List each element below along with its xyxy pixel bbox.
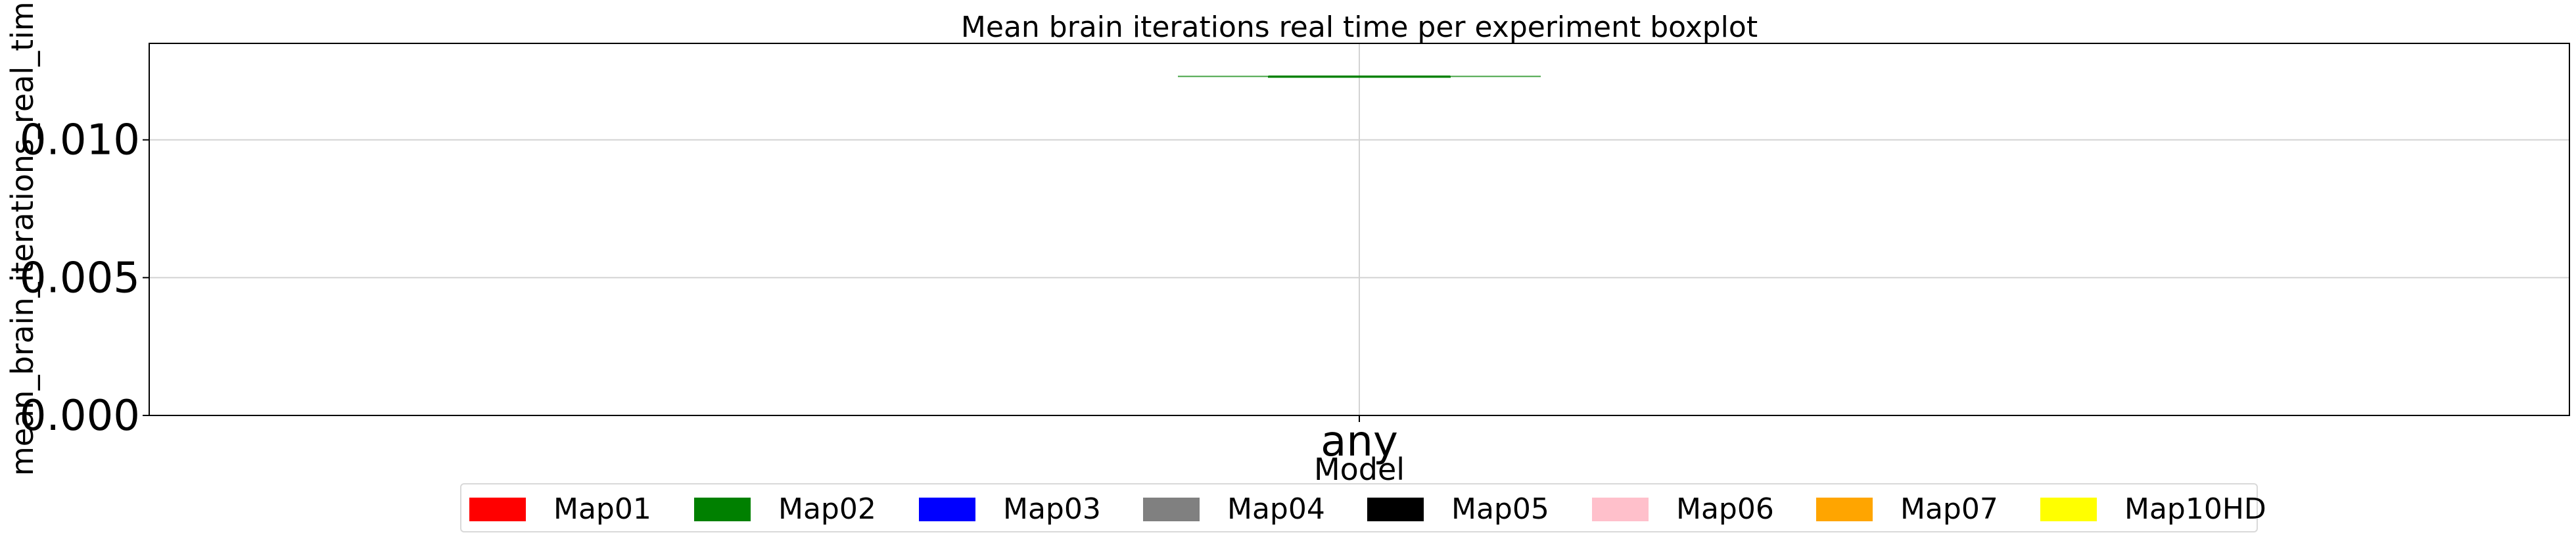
legend-item-map01: Map01 (469, 484, 651, 534)
legend-label: Map05 (1451, 492, 1549, 526)
legend-label: Map03 (1003, 492, 1101, 526)
legend-label: Map07 (1900, 492, 1998, 526)
legend-swatch (1816, 497, 1873, 521)
legend-item-map06: Map06 (1592, 484, 1774, 534)
legend-label: Map10HD (2124, 492, 2266, 526)
box-map02 (1178, 75, 1541, 78)
legend-swatch (694, 497, 751, 521)
legend-swatch (469, 497, 526, 521)
chart-title: Mean brain iterations real time per expe… (961, 11, 1758, 44)
x-tick-label: any (1321, 417, 1398, 466)
legend-label: Map04 (1227, 492, 1325, 526)
legend-swatch (2040, 497, 2097, 521)
legend-item-map02: Map02 (694, 484, 876, 534)
y-axis-ticks: 0.000 0.005 0.010 (20, 116, 149, 440)
legend-item-map05: Map05 (1367, 484, 1549, 534)
box-series (1178, 75, 1541, 78)
legend-swatch (919, 497, 975, 521)
legend-item-map07: Map07 (1816, 484, 1998, 534)
legend-label: Map06 (1676, 492, 1774, 526)
legend-swatch (1367, 497, 1424, 521)
y-tick-label: 0.000 (20, 392, 140, 440)
y-axis-label: mean_brain_iterations_real_time (5, 0, 40, 476)
legend-swatch (1143, 497, 1200, 521)
legend-label: Map01 (553, 492, 651, 526)
x-axis-ticks: any (1321, 415, 1398, 466)
y-tick-label: 0.010 (20, 116, 140, 165)
legend-item-map03: Map03 (919, 484, 1101, 534)
grid-lines (149, 43, 2569, 416)
x-axis-label: Model (1314, 452, 1405, 487)
legend: Map01 Map02 Map03 Map04 Map05 Map06 Map0… (460, 483, 2266, 534)
legend-item-map04: Map04 (1143, 484, 1325, 534)
legend-item-map10hd: Map10HD (2040, 484, 2266, 534)
legend-label: Map02 (778, 492, 876, 526)
y-tick-label: 0.005 (20, 254, 140, 302)
legend-swatch (1592, 497, 1649, 521)
